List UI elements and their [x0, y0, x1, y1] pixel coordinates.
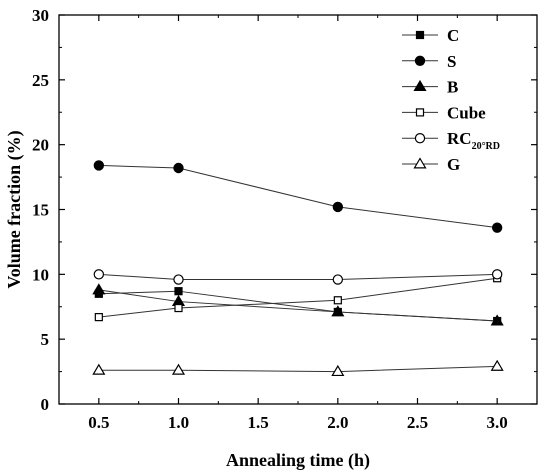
data-point: [490, 359, 504, 371]
x-tick-label: 2.5: [407, 413, 428, 432]
legend-marker: [413, 79, 427, 92]
legend-item-rc: RC20°RD: [402, 129, 500, 152]
legend-marker: [414, 132, 426, 144]
data-point: [92, 283, 106, 295]
series-g: [92, 359, 504, 377]
y-tick-label: 10: [32, 265, 49, 284]
data-point: [173, 162, 184, 174]
data-point: [93, 269, 105, 280]
legend-marker: [415, 30, 425, 40]
series-line: [98, 289, 498, 322]
y-tick-label: 5: [41, 330, 50, 349]
legend-item-cube: Cube: [402, 103, 486, 122]
y-tick-label: 0: [41, 395, 50, 414]
legend-marker: [414, 55, 426, 67]
data-point: [93, 160, 105, 171]
series-line: [98, 273, 498, 281]
series-line: [98, 277, 498, 318]
data-point: [333, 296, 342, 305]
legend-label-subscript: 20°RD: [472, 141, 500, 152]
x-tick-label: 1.0: [168, 413, 189, 432]
data-point: [491, 269, 503, 280]
data-point: [174, 303, 183, 313]
legend-marker: [413, 157, 427, 169]
data-point: [331, 364, 345, 377]
legend-label: RC20°RD: [447, 129, 500, 152]
plot-frame: [58, 14, 538, 405]
data-point: [171, 363, 186, 375]
series-line: [98, 365, 498, 373]
series-line: [98, 290, 498, 322]
series-cube: [94, 274, 502, 322]
series-rc: [93, 269, 503, 285]
legend-item-c: C: [402, 26, 459, 45]
x-axis-title: Annealing time (h): [226, 450, 370, 471]
data-point: [173, 274, 184, 285]
legend-label: B: [447, 78, 458, 97]
legend-label: Cube: [447, 103, 486, 122]
y-tick-label: 30: [32, 6, 49, 25]
x-tick-label: 0.5: [88, 413, 109, 432]
x-tick-label: 1.5: [248, 413, 269, 432]
y-tick-label: 15: [32, 201, 49, 220]
legend-item-g: G: [402, 155, 460, 174]
legend: CSB Cube RC20°RD G: [402, 26, 500, 174]
data-point: [491, 222, 503, 233]
series-b: [92, 283, 504, 326]
data-point: [332, 274, 344, 285]
data-point: [331, 305, 345, 317]
legend-marker: [415, 108, 425, 117]
y-tick-label: 20: [32, 136, 49, 155]
data-point: [332, 201, 344, 213]
x-tick-label: 3.0: [487, 413, 508, 432]
axis-ticks: [58, 14, 538, 405]
legend-label: S: [447, 52, 456, 71]
y-axis-title: Volume fraction (%): [4, 130, 25, 288]
x-tick-label: 2.0: [327, 413, 348, 432]
legend-label: G: [447, 155, 460, 174]
data-point: [174, 287, 183, 296]
series-layer: [92, 160, 504, 377]
legend-item-b: B: [402, 78, 458, 97]
legend-item-s: S: [402, 52, 456, 71]
data-point: [490, 314, 504, 326]
series-line: [98, 164, 498, 229]
tick-labels: 0.5 1.0 1.5 2.0 2.5 3.0 0 5 10 15 20 25 30: [32, 6, 508, 432]
data-point: [94, 313, 103, 322]
series-c: [94, 287, 502, 326]
legend-label: C: [447, 26, 459, 45]
data-point: [92, 363, 106, 375]
y-tick-label: 25: [32, 71, 49, 90]
series-s: [93, 160, 503, 233]
